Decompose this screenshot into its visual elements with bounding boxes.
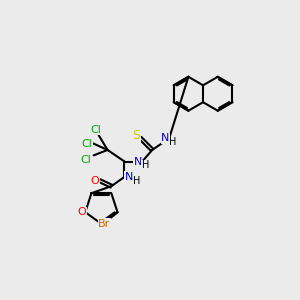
Text: Cl: Cl — [81, 155, 92, 165]
Text: Cl: Cl — [91, 125, 101, 135]
Text: N: N — [134, 157, 142, 166]
Text: Cl: Cl — [81, 139, 92, 149]
Text: H: H — [169, 137, 177, 147]
Text: O: O — [78, 207, 87, 217]
Text: N: N — [125, 172, 133, 182]
Text: H: H — [142, 160, 149, 170]
Text: Br: Br — [98, 219, 110, 229]
Text: H: H — [133, 176, 140, 186]
Text: O: O — [91, 176, 100, 186]
Text: N: N — [161, 134, 170, 143]
Text: S: S — [132, 129, 140, 142]
